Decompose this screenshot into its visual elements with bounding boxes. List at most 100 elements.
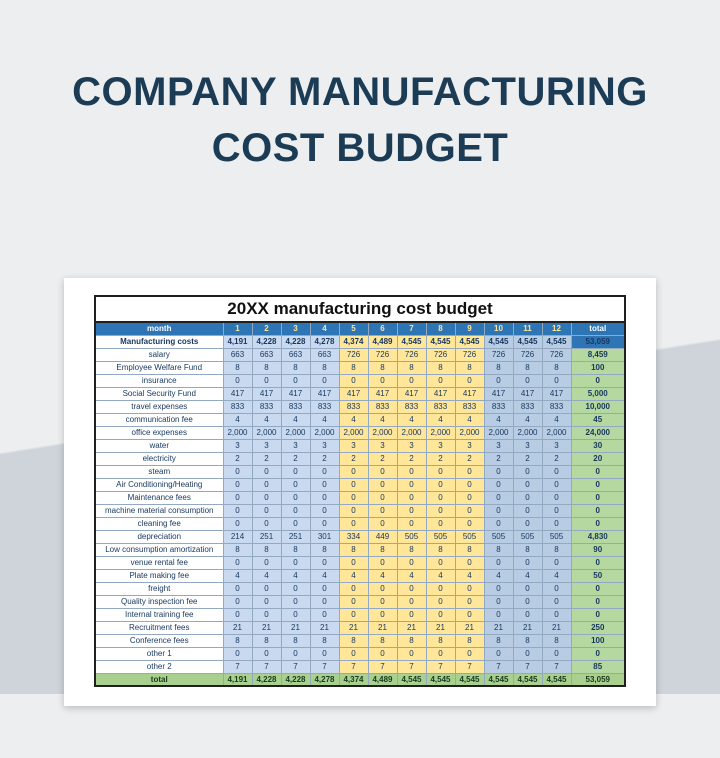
month-value-cell: 4 [251,568,282,583]
table-row: insurance 0 0 0 0 0 0 0 0 0 0 0 0 0 [94,373,626,388]
month-value-cell: 8 [367,633,398,648]
month-value-cell: 4,228 [280,334,311,349]
month-value-cell: 3 [338,438,369,453]
month-value-cell: 0 [367,646,398,661]
month-value-cell: 0 [338,555,369,570]
month-value-cell: 0 [251,607,282,622]
month-value-cell: 0 [367,464,398,479]
month-value-cell: 8 [251,360,282,375]
month-value-cell: 0 [541,477,572,492]
month-value-cell: 417 [338,386,369,401]
row-total-cell: 53,059 [570,672,626,687]
row-total-cell: 0 [570,555,626,570]
month-value-cell: 4,545 [396,672,427,687]
table-row: venue rental fee 0 0 0 0 0 0 0 0 0 0 0 0 0 [94,555,626,570]
month-value-cell: 0 [338,516,369,531]
month-number-header: 1 [222,321,253,336]
month-value-cell: 0 [425,607,456,622]
month-value-cell: 4 [367,412,398,427]
month-value-cell: 0 [338,373,369,388]
month-value-cell: 4 [222,412,253,427]
month-value-cell: 4,545 [396,334,427,349]
month-value-cell: 0 [367,607,398,622]
month-value-cell: 4 [280,568,311,583]
row-total-cell: 0 [570,607,626,622]
month-value-cell: 0 [222,477,253,492]
month-value-cell: 7 [222,659,253,674]
budget-table: 20XX manufacturing cost budget month 1 2 3 4 5… [94,295,626,687]
month-value-cell: 4 [338,568,369,583]
month-value-cell: 417 [396,386,427,401]
month-value-cell: 449 [367,529,398,544]
row-total-cell: 85 [570,659,626,674]
month-value-cell: 21 [280,620,311,635]
month-value-cell: 0 [396,490,427,505]
month-value-cell: 0 [338,607,369,622]
month-value-cell: 4 [512,412,543,427]
table-row: freight 0 0 0 0 0 0 0 0 0 0 0 0 0 [94,581,626,596]
month-value-cell: 0 [396,594,427,609]
row-label: travel expenses [94,399,224,414]
table-row: depreciation 214 251 251 301 334 449 505 505 505 5… [94,529,626,544]
month-value-cell: 334 [338,529,369,544]
month-value-cell: 4,489 [367,672,398,687]
row-label: other 1 [94,646,224,661]
table-row: Employee Welfare Fund 8 8 8 8 8 8 8 8 8 8 8 8 100 [94,360,626,375]
month-value-cell: 0 [251,490,282,505]
month-value-cell: 833 [280,399,311,414]
month-number-header: 9 [454,321,485,336]
month-value-cell: 4 [222,568,253,583]
table-row: Plate making fee 4 4 4 4 4 4 4 4 4 4 4 4 50 [94,568,626,583]
month-value-cell: 726 [483,347,514,362]
month-value-cell: 3 [309,438,340,453]
month-value-cell: 2 [541,451,572,466]
month-value-cell: 2 [396,451,427,466]
row-total-cell: 0 [570,594,626,609]
month-value-cell: 2,000 [425,425,456,440]
table-row: Manufacturing costs 4,191 4,228 4,228 4,278 4… [94,334,626,349]
month-value-cell: 7 [396,659,427,674]
row-total-cell: 24,000 [570,425,626,440]
row-label: communication fee [94,412,224,427]
month-value-cell: 833 [512,399,543,414]
total-column-header: total [570,321,626,336]
month-value-cell: 4,545 [454,672,485,687]
month-value-cell: 7 [454,659,485,674]
month-value-cell: 214 [222,529,253,544]
month-value-cell: 3 [483,438,514,453]
month-value-cell: 505 [396,529,427,544]
month-value-cell: 2,000 [280,425,311,440]
row-label: Internal training fee [94,607,224,622]
month-value-cell: 833 [541,399,572,414]
month-value-cell: 8 [396,542,427,557]
month-value-cell: 0 [512,594,543,609]
month-value-cell: 0 [425,373,456,388]
month-value-cell: 663 [251,347,282,362]
month-value-cell: 726 [541,347,572,362]
month-value-cell: 0 [309,516,340,531]
month-value-cell: 417 [454,386,485,401]
month-value-cell: 8 [425,360,456,375]
month-value-cell: 0 [483,373,514,388]
month-value-cell: 833 [367,399,398,414]
month-value-cell: 4,278 [309,334,340,349]
month-number-header: 8 [425,321,456,336]
month-value-cell: 0 [280,503,311,518]
month-value-cell: 8 [483,360,514,375]
month-value-cell: 0 [483,555,514,570]
month-value-cell: 4,545 [454,334,485,349]
month-value-cell: 7 [251,659,282,674]
month-value-cell: 0 [222,490,253,505]
month-value-cell: 8 [367,360,398,375]
month-value-cell: 833 [425,399,456,414]
month-value-cell: 0 [280,555,311,570]
template-preview-page: COMPANY MANUFACTURING COST BUDGET 20XX m… [0,64,720,706]
month-value-cell: 251 [251,529,282,544]
month-value-cell: 8 [454,542,485,557]
month-value-cell: 417 [251,386,282,401]
month-value-cell: 0 [222,594,253,609]
row-label: Employee Welfare Fund [94,360,224,375]
month-value-cell: 4 [367,568,398,583]
month-value-cell: 417 [425,386,456,401]
